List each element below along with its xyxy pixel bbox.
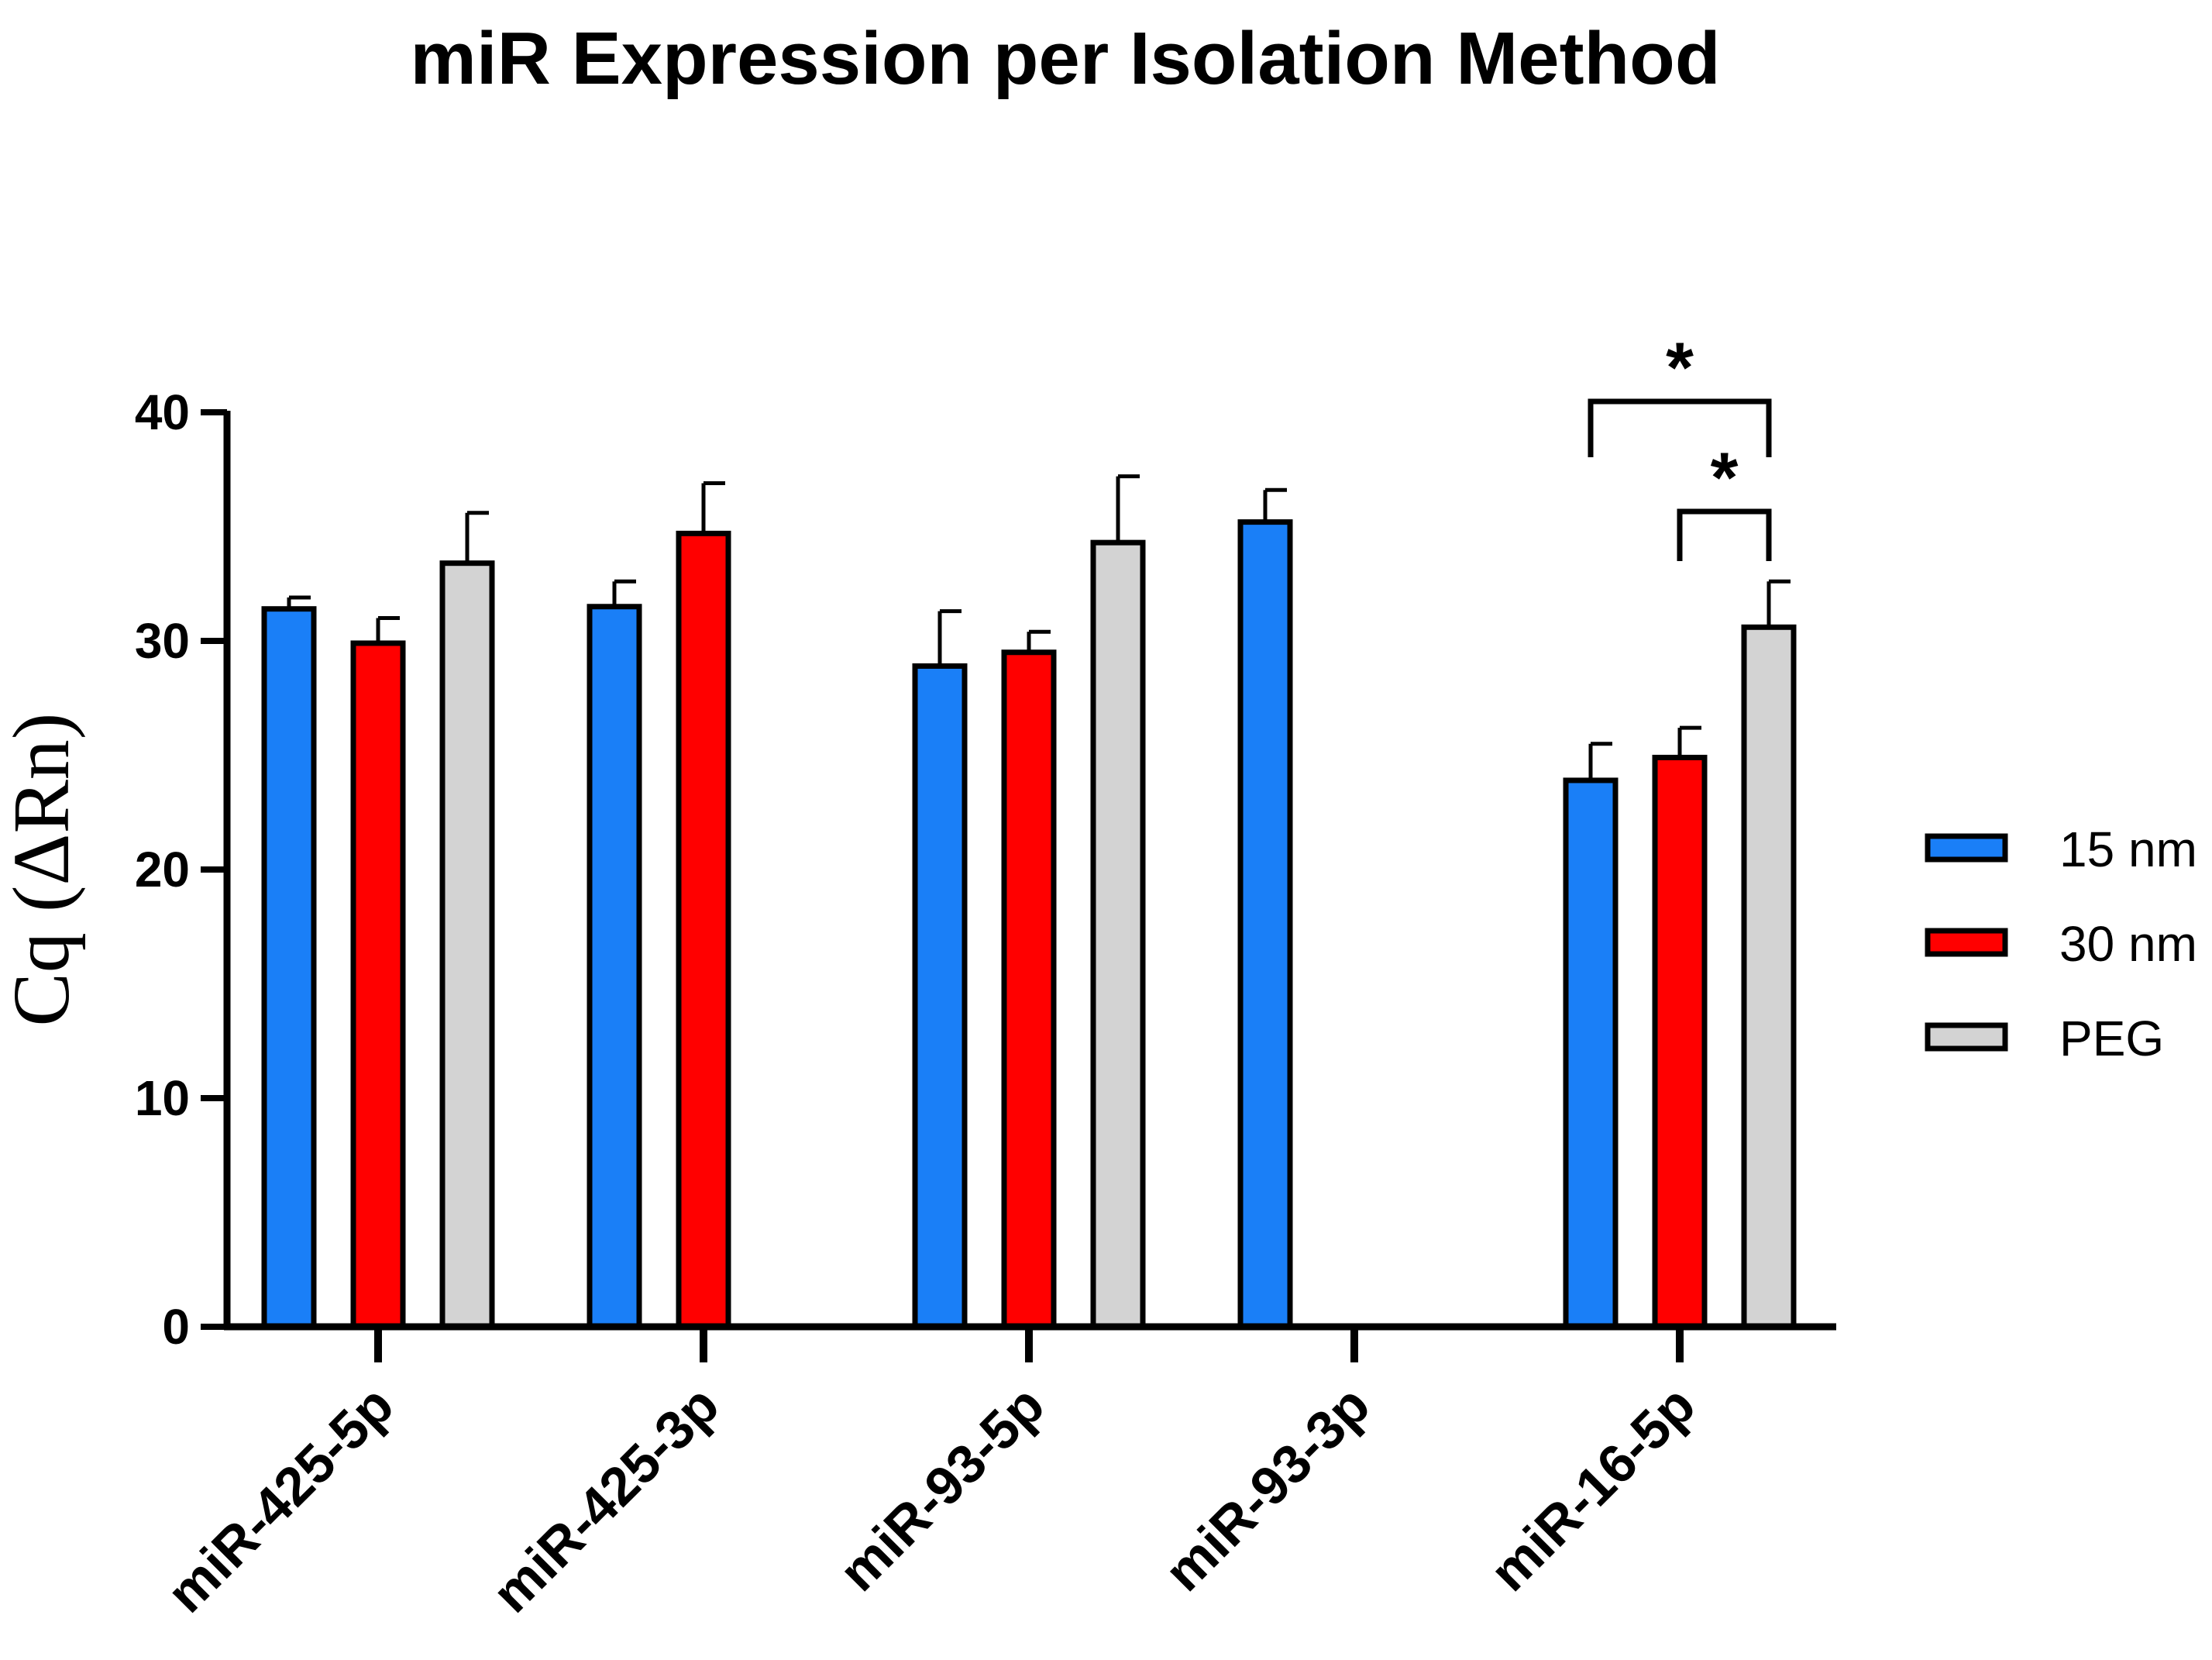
legend-swatch	[1925, 1022, 2008, 1052]
bar	[1741, 624, 1797, 1330]
bar	[350, 640, 406, 1330]
chart-marks: 0 10 20 30 40 Cq (ΔRn) miR-425-5p miR-425-3p miR…	[0, 329, 2197, 1624]
y-tick-label: 10	[135, 1070, 190, 1126]
x-tick-label: miR-93-5p	[827, 1374, 1055, 1602]
bar	[1090, 539, 1146, 1330]
x-tick-label: miR-425-3p	[481, 1374, 731, 1624]
significance-label: *	[1666, 329, 1694, 408]
bar	[676, 530, 731, 1330]
significance-label: *	[1711, 439, 1739, 518]
bar	[912, 663, 968, 1330]
bar	[439, 560, 495, 1330]
y-tick-label: 0	[162, 1299, 190, 1355]
bar	[1001, 649, 1057, 1330]
significance-bracket	[1677, 508, 1772, 561]
x-tick-label: miR-16-5p	[1478, 1374, 1706, 1602]
x-tick-label: miR-93-3p	[1153, 1374, 1381, 1602]
chart-title: miR Expression per Isolation Method	[411, 17, 1721, 100]
legend-swatch	[1925, 833, 2008, 863]
bar	[1237, 519, 1293, 1330]
y-tick-label: 20	[135, 842, 190, 897]
bar	[587, 604, 642, 1330]
bar	[261, 606, 317, 1330]
y-tick-label: 30	[135, 613, 190, 669]
bar	[1563, 777, 1619, 1330]
x-tick-label: miR-425-5p	[156, 1374, 405, 1624]
y-axis-label: Cq (ΔRn)	[0, 713, 86, 1027]
y-tick-label: 40	[135, 384, 190, 440]
legend-label: 15 nm	[2059, 821, 2197, 877]
legend-label: PEG	[2059, 1011, 2164, 1066]
legend-swatch	[1925, 928, 2008, 957]
bar	[1652, 754, 1708, 1330]
legend-label: 30 nm	[2059, 916, 2197, 972]
significance-bracket	[1588, 398, 1772, 457]
